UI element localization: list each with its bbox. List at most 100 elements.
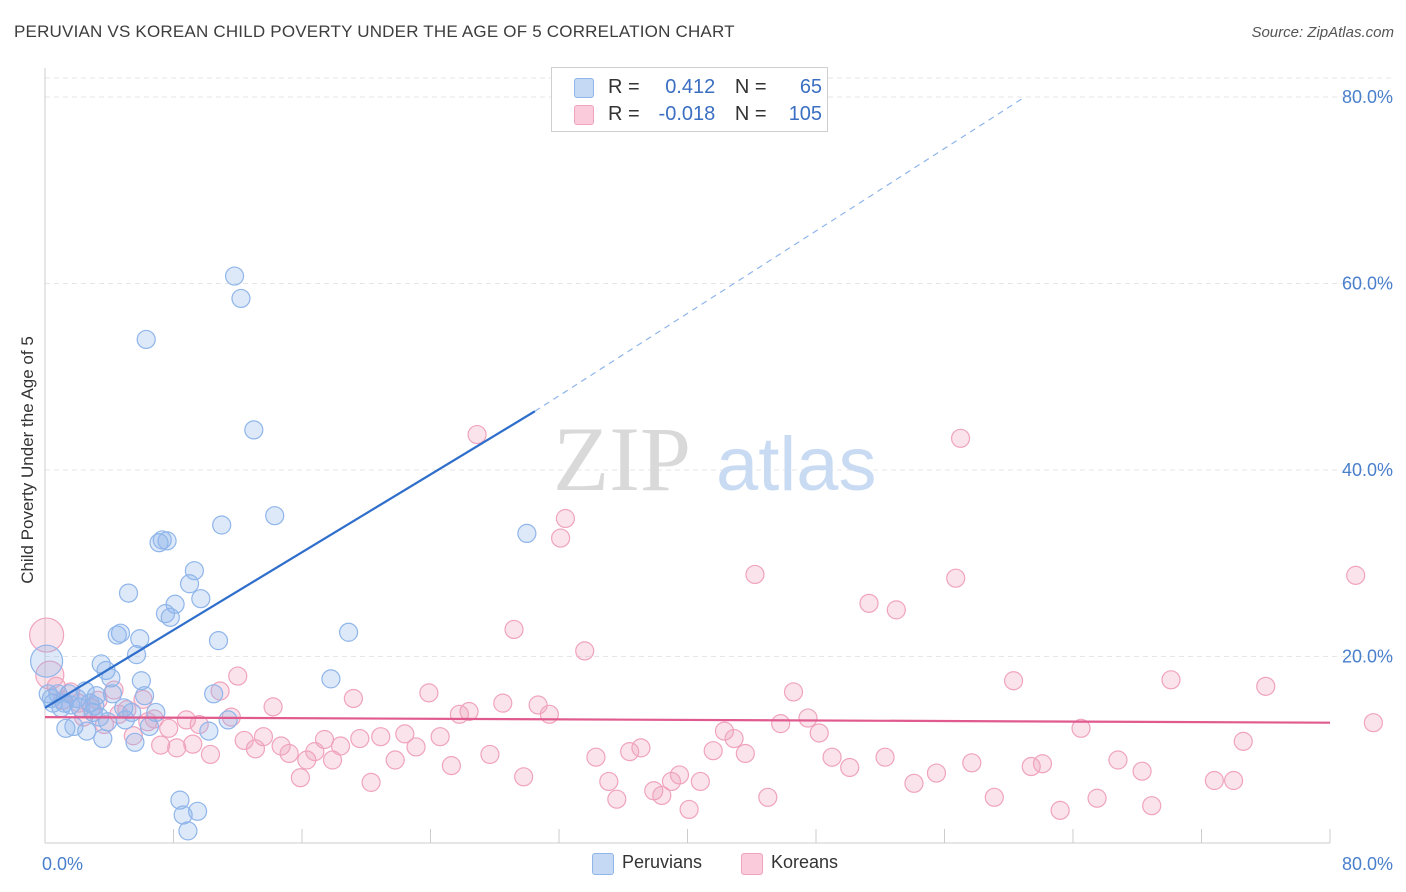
trendlines — [44, 96, 1331, 724]
korean-point — [253, 727, 274, 747]
axes — [44, 68, 1331, 844]
watermark-zip: ZIP — [553, 408, 691, 510]
peruvian-point — [130, 629, 150, 649]
korean-point — [430, 727, 450, 747]
korean-point — [840, 757, 860, 778]
korean-point — [809, 723, 829, 743]
korean-point — [950, 428, 971, 448]
korean-point — [551, 528, 571, 548]
korean-point — [886, 600, 906, 620]
korean-point — [159, 718, 179, 738]
korean-point — [189, 714, 209, 735]
korean-point — [467, 424, 487, 445]
korean-point — [586, 747, 606, 767]
korean-point — [200, 744, 221, 765]
korean-point — [271, 736, 291, 756]
peruvians-r-label: R = — [608, 76, 640, 98]
peruvian-point — [85, 696, 105, 716]
korean-point — [875, 747, 895, 767]
korean-point — [798, 708, 818, 728]
peruvian-point — [321, 669, 341, 689]
korean-point — [1003, 671, 1024, 691]
peruvian-point — [102, 684, 123, 704]
koreans-legend-swatch — [741, 853, 763, 875]
korean-point — [904, 773, 924, 793]
korean-point — [926, 763, 947, 783]
korean-point — [1021, 756, 1041, 777]
korean-point — [1256, 676, 1276, 696]
peruvian-point — [187, 801, 208, 821]
korean-point — [228, 666, 248, 686]
korean-point — [480, 744, 500, 765]
peruvian-point — [191, 589, 211, 609]
tick-labels: 20.0% 40.0% 60.0% 80.0% 0.0% 80.0% — [42, 87, 1393, 874]
peruvians-n-label: N = — [734, 76, 767, 98]
watermark: ZIP atlas — [553, 408, 877, 510]
korean-point — [607, 789, 627, 809]
korean-point — [361, 772, 381, 792]
y-tick-label: 20.0% — [1342, 647, 1393, 667]
korean-point — [724, 728, 744, 749]
korean-point — [620, 742, 640, 762]
korean-point — [441, 756, 461, 776]
watermark-atlas: atlas — [716, 422, 877, 507]
source-label: Source: ZipAtlas.com — [1251, 24, 1394, 41]
peruvian-point — [338, 622, 359, 642]
peruvian-point — [208, 631, 229, 651]
peruvian-point — [218, 710, 238, 730]
korean-point — [343, 688, 363, 709]
korean-point — [758, 787, 778, 807]
x-tick-label: 0.0% — [42, 854, 83, 874]
koreans-r-label: R = — [608, 103, 640, 125]
korean-point — [946, 568, 966, 588]
peruvians-trendline-extension — [534, 96, 1026, 412]
korean-point — [279, 743, 299, 764]
korean-point — [514, 767, 534, 787]
peruvian-point — [131, 671, 151, 691]
koreans-n-label: N = — [734, 103, 767, 125]
korean-point — [631, 738, 651, 758]
peruvian-point — [110, 623, 131, 643]
korean-point — [371, 727, 391, 747]
korean-point — [290, 768, 310, 788]
korean-point — [714, 721, 735, 741]
korean-point — [1204, 770, 1224, 791]
korean-point — [962, 753, 982, 773]
peruvians-n-value: 65 — [799, 76, 823, 98]
peruvian-point — [157, 531, 177, 551]
peruvian-point — [170, 790, 190, 810]
korean-point — [555, 508, 576, 529]
peruvian-point — [265, 506, 285, 526]
peruvians-legend-label: Peruvians — [622, 852, 703, 872]
peruvian-point — [122, 702, 142, 723]
peruvian-point — [224, 266, 245, 286]
peruvian-point — [517, 523, 537, 544]
korean-point — [459, 701, 479, 722]
korean-point — [1363, 713, 1383, 733]
peruvian-point — [244, 420, 264, 440]
korean-point — [123, 726, 143, 746]
korean-point — [493, 693, 513, 713]
korean-point — [29, 617, 65, 653]
peruvian-point — [231, 288, 251, 309]
korean-point — [1071, 718, 1091, 738]
korean-point — [1161, 670, 1181, 690]
korean-point — [330, 736, 351, 756]
korean-point — [151, 735, 171, 755]
peruvian-point — [136, 329, 156, 350]
korean-point — [176, 710, 196, 730]
korean-point — [1050, 800, 1070, 820]
peruvian-point — [30, 644, 64, 678]
korean-point — [652, 785, 672, 806]
peruvian-point — [115, 710, 135, 730]
korean-point — [406, 737, 426, 757]
korean-point — [669, 765, 690, 785]
y-tick-label: 80.0% — [1342, 87, 1393, 107]
korean-point — [745, 564, 765, 585]
peruvian-point — [199, 721, 219, 741]
korean-point — [1142, 796, 1162, 816]
korean-point — [1132, 761, 1152, 781]
peruvian-point — [125, 732, 145, 752]
korean-point — [167, 738, 187, 758]
korean-point — [599, 771, 619, 792]
